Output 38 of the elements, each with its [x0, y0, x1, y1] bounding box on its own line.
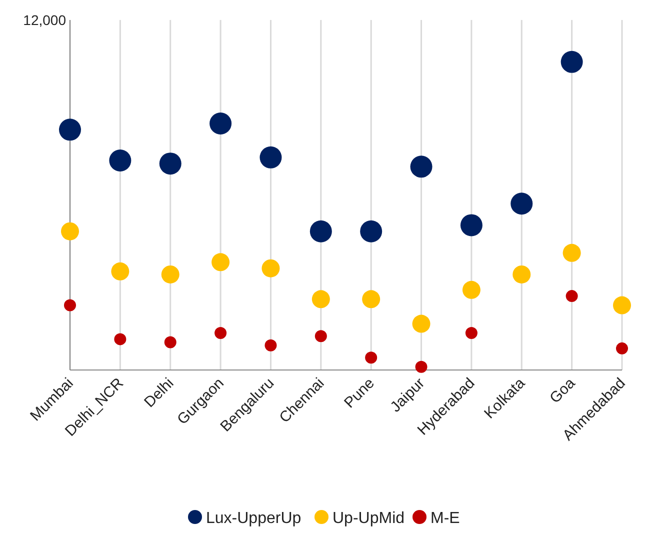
- legend-label: Lux-UpperUp: [206, 510, 302, 527]
- point: [61, 222, 79, 240]
- point: [262, 259, 280, 278]
- point: [114, 333, 126, 346]
- point: [365, 352, 378, 364]
- point: [412, 314, 430, 333]
- point: [360, 220, 382, 242]
- point: [613, 296, 631, 314]
- point: [562, 244, 581, 262]
- point: [64, 299, 76, 312]
- point: [264, 339, 277, 352]
- point: [510, 192, 533, 215]
- point: [164, 336, 176, 348]
- legend-label: Up-UpMid: [332, 510, 405, 527]
- point: [109, 149, 132, 172]
- point: [161, 265, 180, 284]
- point: [462, 280, 480, 299]
- text: 12,000: [23, 12, 66, 28]
- point: [310, 220, 332, 242]
- point: [314, 330, 327, 342]
- point: [214, 327, 227, 340]
- point: [460, 214, 482, 236]
- point: [111, 262, 130, 280]
- legend-label: M-E: [430, 510, 460, 527]
- point: [616, 342, 628, 354]
- point: [212, 253, 230, 272]
- point: [210, 112, 232, 135]
- point: [410, 156, 432, 178]
- point: [560, 50, 583, 73]
- point: [465, 327, 478, 340]
- point: [512, 265, 531, 284]
- point: [260, 146, 282, 168]
- point: [415, 360, 428, 373]
- point: [566, 290, 578, 302]
- point: [159, 152, 182, 175]
- point: [59, 118, 81, 141]
- point: [362, 290, 380, 308]
- point: [312, 290, 330, 308]
